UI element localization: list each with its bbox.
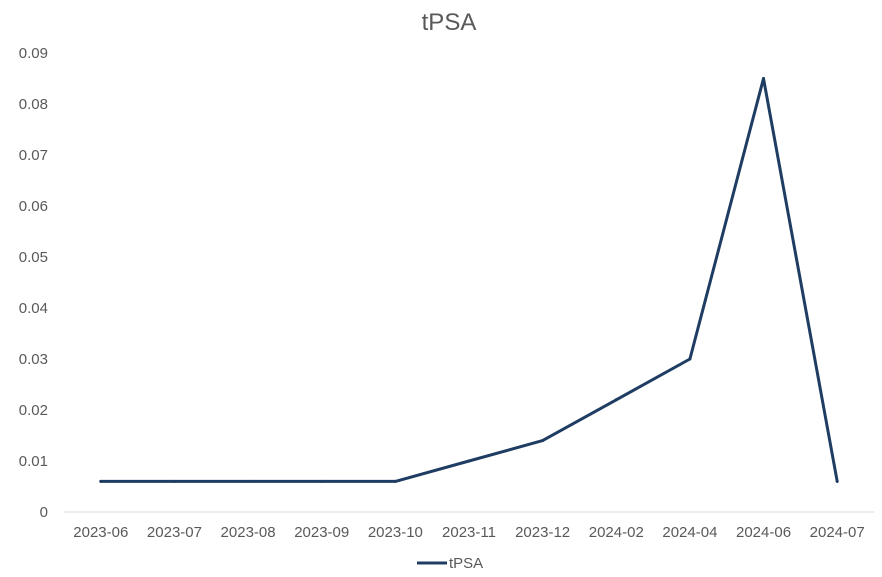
x-tick-label: 2024-04 xyxy=(662,524,717,541)
y-tick-label: 0.06 xyxy=(19,198,48,215)
x-tick-label: 2023-10 xyxy=(368,524,423,541)
chart-title: tPSA xyxy=(422,9,477,36)
data-point xyxy=(614,398,618,402)
y-tick-label: 0 xyxy=(40,504,48,521)
y-tick-label: 0.08 xyxy=(19,96,48,113)
x-tick-label: 2023-12 xyxy=(515,524,570,541)
x-axis: 2023-06 2023-07 2023-08 2023-09 2023-10 2023-… xyxy=(73,524,864,541)
data-point xyxy=(835,479,839,483)
data-point xyxy=(246,479,250,483)
data-point xyxy=(172,479,176,483)
data-point xyxy=(688,357,692,361)
x-tick-label: 2024-06 xyxy=(736,524,791,541)
data-point xyxy=(320,479,324,483)
y-tick-label: 0.01 xyxy=(19,453,48,470)
y-tick-label: 0.05 xyxy=(19,249,48,266)
y-tick-label: 0.07 xyxy=(19,147,48,164)
x-tick-label: 2023-11 xyxy=(442,524,496,541)
series-line-0 xyxy=(99,77,839,483)
y-tick-label: 0.02 xyxy=(19,402,48,419)
y-tick-label: 0.09 xyxy=(19,45,48,62)
data-point xyxy=(762,77,766,80)
x-tick-label: 2023-06 xyxy=(73,524,128,541)
series-layer xyxy=(99,77,839,483)
data-point xyxy=(393,479,397,483)
legend-label: tPSA xyxy=(449,555,483,572)
y-tick-label: 0.04 xyxy=(19,300,48,317)
x-tick-label: 2023-09 xyxy=(294,524,349,541)
data-point xyxy=(99,479,103,483)
data-point xyxy=(541,439,545,443)
y-tick-label: 0.03 xyxy=(19,351,48,368)
data-point xyxy=(467,459,471,463)
y-axis: 0 0.01 0.02 0.03 0.04 0.05 0.06 0.07 0.08 0.09 xyxy=(19,45,48,521)
x-tick-label: 2024-02 xyxy=(589,524,644,541)
x-tick-label: 2023-08 xyxy=(221,524,276,541)
x-tick-label: 2023-07 xyxy=(147,524,202,541)
legend: tPSA xyxy=(417,555,483,572)
x-tick-label: 2024-07 xyxy=(810,524,865,541)
